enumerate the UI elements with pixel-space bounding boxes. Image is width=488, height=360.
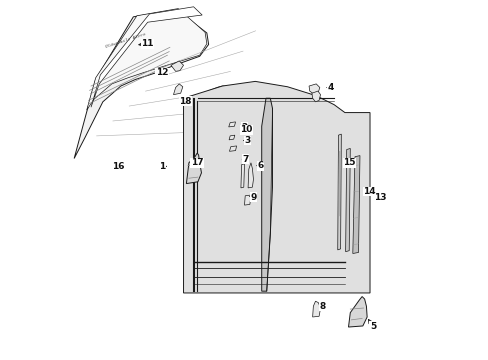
Text: 6: 6: [257, 161, 263, 170]
Text: 13: 13: [374, 193, 386, 202]
Polygon shape: [173, 84, 183, 95]
Text: 4: 4: [326, 83, 333, 92]
Polygon shape: [348, 297, 366, 327]
Text: 18: 18: [179, 96, 191, 105]
Polygon shape: [247, 163, 253, 188]
Polygon shape: [241, 164, 244, 188]
Polygon shape: [312, 301, 320, 317]
Polygon shape: [244, 195, 250, 205]
Text: 15: 15: [342, 158, 355, 167]
Text: 12: 12: [156, 68, 168, 77]
Polygon shape: [311, 91, 320, 102]
Text: 1: 1: [159, 162, 165, 171]
Text: 10: 10: [240, 125, 252, 134]
Text: 3: 3: [244, 136, 250, 145]
Text: 7: 7: [242, 155, 248, 164]
Polygon shape: [91, 7, 202, 107]
Polygon shape: [171, 61, 183, 71]
Polygon shape: [187, 142, 198, 160]
Text: 2: 2: [241, 123, 247, 132]
Polygon shape: [261, 98, 272, 291]
Polygon shape: [229, 146, 236, 151]
Polygon shape: [337, 134, 341, 250]
Text: 14: 14: [362, 187, 375, 196]
Polygon shape: [352, 156, 359, 253]
Text: 5: 5: [369, 322, 375, 331]
Polygon shape: [186, 153, 201, 184]
Polygon shape: [86, 9, 206, 110]
Text: 8: 8: [319, 302, 325, 311]
Polygon shape: [228, 135, 234, 140]
Text: 17: 17: [190, 158, 203, 167]
Text: 16: 16: [112, 162, 124, 171]
Polygon shape: [183, 81, 369, 293]
Text: 11: 11: [141, 39, 154, 48]
Polygon shape: [345, 148, 349, 252]
Text: Oldsmobile Alero: Oldsmobile Alero: [105, 32, 146, 49]
Polygon shape: [308, 84, 319, 95]
Text: 9: 9: [250, 193, 256, 202]
Polygon shape: [228, 122, 235, 127]
Polygon shape: [74, 10, 208, 158]
